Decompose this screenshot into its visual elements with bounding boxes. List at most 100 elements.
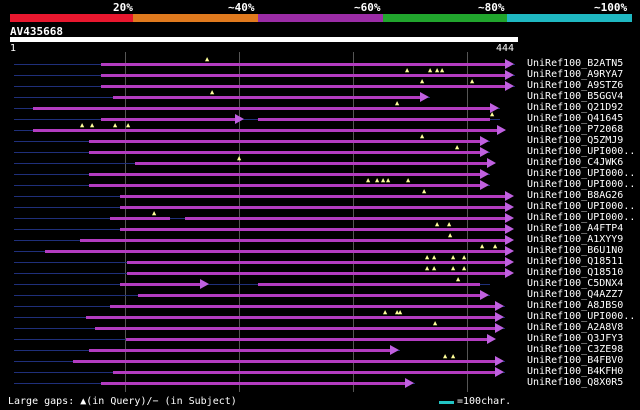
hit-label[interactable]: UniRef100_A9RYA7 (527, 69, 624, 80)
hit-label[interactable]: UniRef100_B2ATN5 (527, 58, 624, 69)
coverage-band (258, 14, 383, 22)
hit-label[interactable]: UniRef100_Q4AZZ7 (527, 289, 624, 300)
hit-row[interactable]: ▲ ▲ UniRef100_A9STZ6 (0, 78, 640, 92)
hit-label[interactable]: UniRef100_Q8X0R5 (527, 377, 624, 388)
query-gap-marker: ▲ (432, 264, 437, 272)
hit-label[interactable]: UniRef100_Q21D92 (527, 102, 624, 113)
hit-label[interactable]: UniRef100_B6U1N0 (527, 245, 624, 256)
hit-label[interactable]: UniRef100_C3ZE98 (527, 344, 624, 355)
hit-alignment-segment (113, 96, 420, 99)
hit-row[interactable]: ▲ UniRef100_A1XYY9 (0, 232, 640, 246)
hit-label[interactable]: UniRef100_B5GGV4 (527, 91, 624, 102)
query-gap-marker: ▲ (113, 121, 118, 129)
hit-label[interactable]: UniRef100_C4JWK6 (527, 157, 624, 168)
hit-row[interactable]: ▲ ▲ UniRef100_B6U1N0 (0, 242, 640, 257)
hit-end-arrow (495, 312, 504, 322)
hit-label[interactable]: UniRef100_UPI000.. (527, 146, 636, 157)
query-gap-marker: ▲ (451, 253, 456, 261)
hit-label[interactable]: UniRef100_UPI000.. (527, 168, 636, 179)
hit-row[interactable]: UniRef100_C3ZE98 (0, 344, 640, 356)
hit-row[interactable]: ▲ ▲ ▲ ▲ UniRef100_Q18510 (0, 264, 640, 279)
query-gap-marker: ▲ (205, 55, 210, 63)
hit-alignment-segment (101, 382, 405, 385)
grid-line (353, 52, 354, 392)
hit-row[interactable]: UniRef100_Q8X0R5 (0, 377, 640, 389)
hit-label[interactable]: UniRef100_A4FTP4 (527, 223, 624, 234)
hit-end-arrow (505, 59, 514, 69)
hit-row[interactable]: ▲ ▲ ▲ ▲ UniRef100_Q18511 (0, 253, 640, 268)
hit-row[interactable]: ▲ UniRef100_C4JWK6 (0, 154, 640, 169)
hit-row[interactable]: ▲ UniRef100_B8AG26 (0, 188, 640, 202)
hit-label[interactable]: UniRef100_Q3JFY3 (527, 333, 624, 344)
query-gap-marker: ▲ (480, 242, 485, 250)
hit-row[interactable]: ▲ UniRef100_B5GGV4 (0, 89, 640, 103)
hit-row[interactable]: ▲ ▲ ▲ ▲ UniRef100_P72068 (0, 121, 640, 136)
hit-label[interactable]: UniRef100_A9STZ6 (527, 80, 624, 91)
query-gap-marker: ▲ (455, 143, 460, 151)
grid-line (467, 52, 468, 392)
hit-label[interactable]: UniRef100_UPI000.. (527, 212, 636, 223)
coverage-label: ~40% (228, 1, 255, 14)
hit-label[interactable]: UniRef100_UPI000.. (527, 311, 636, 322)
hit-label[interactable]: UniRef100_UPI000.. (527, 179, 636, 190)
hit-row[interactable]: UniRef100_Q3JFY3 (0, 333, 640, 345)
query-gap-marker: ▲ (435, 66, 440, 74)
query-start: 1 (10, 43, 17, 54)
hit-row[interactable]: ▲ UniRef100_UPI000.. (0, 143, 640, 158)
hit-row[interactable]: ▲ UniRef100_UPI000.. (0, 210, 640, 224)
query-gap-marker: ▲ (383, 308, 388, 316)
hit-row[interactable]: ▲ ▲ UniRef100_A4FTP4 (0, 221, 640, 235)
hit-label[interactable]: UniRef100_Q41645 (527, 113, 624, 124)
hit-label[interactable]: UniRef100_UPI000.. (527, 201, 636, 212)
hit-end-arrow (497, 125, 506, 135)
hit-row[interactable]: ▲ UniRef100_Q21D92 (0, 99, 640, 114)
hit-alignment-segment (258, 283, 480, 286)
query-gap-marker: ▲ (456, 275, 461, 283)
hit-end-arrow (495, 367, 504, 377)
hit-row[interactable]: ▲ ▲ ▲ UniRef100_UPI000.. (0, 308, 640, 323)
hit-row[interactable]: UniRef100_UPI000.. (0, 201, 640, 213)
hit-alignment-segment (33, 129, 497, 132)
query-gap-marker: ▲ (420, 132, 425, 140)
query-gap-marker: ▲ (381, 176, 386, 184)
hit-label[interactable]: UniRef100_Q18510 (527, 267, 624, 278)
hit-label[interactable]: UniRef100_A8JBS0 (527, 300, 624, 311)
hit-row[interactable]: UniRef100_B4KFH0 (0, 366, 640, 378)
hit-label[interactable]: UniRef100_A2A8V8 (527, 322, 624, 333)
hit-label[interactable]: UniRef100_P72068 (527, 124, 624, 135)
hit-row[interactable]: UniRef100_Q4AZZ7 (0, 289, 640, 301)
hit-row[interactable]: ▲ ▲ UniRef100_B4FBV0 (0, 353, 640, 367)
hit-row[interactable]: ▲ UniRef100_A2A8V8 (0, 320, 640, 334)
hit-label[interactable]: UniRef100_Q5ZMJ9 (527, 135, 624, 146)
hit-label[interactable]: UniRef100_B4KFH0 (527, 366, 624, 377)
hit-alignment-segment (33, 107, 490, 110)
hit-label[interactable]: UniRef100_Q18511 (527, 256, 624, 267)
query-gap-marker: ▲ (425, 264, 430, 272)
hit-row[interactable]: ▲ UniRef100_B2ATN5 (0, 55, 640, 70)
hit-label[interactable]: UniRef100_B4FBV0 (527, 355, 624, 366)
hit-label[interactable]: UniRef100_C5DNX4 (527, 278, 624, 289)
hit-row[interactable]: ▲ ▲ ▲ ▲ ▲ UniRef100_UPI000.. (0, 176, 640, 191)
scale-legend-bar (439, 401, 454, 404)
hit-alignment-segment (110, 305, 495, 308)
query-gap-marker: ▲ (462, 264, 467, 272)
query-gap-marker: ▲ (493, 242, 498, 250)
hit-context-line (14, 119, 500, 120)
hit-row[interactable]: ▲ UniRef100_Q5ZMJ9 (0, 132, 640, 147)
hit-row[interactable]: ▲ UniRef100_Q41645 (0, 111, 640, 125)
hit-alignment-segment (138, 294, 480, 297)
hit-row[interactable]: UniRef100_A8JBS0 (0, 300, 640, 312)
hit-row[interactable]: UniRef100_UPI000.. (0, 168, 640, 180)
query-gap-marker: ▲ (237, 154, 242, 162)
hit-row[interactable]: ▲ UniRef100_C5DNX4 (0, 275, 640, 290)
query-gap-marker: ▲ (395, 99, 400, 107)
hit-alignment-segment (127, 272, 505, 275)
hit-row[interactable]: ▲ ▲ ▲ ▲ UniRef100_A9RYA7 (0, 66, 640, 81)
hit-label[interactable]: UniRef100_B8AG26 (527, 190, 624, 201)
hit-end-arrow (480, 290, 489, 300)
hit-label[interactable]: UniRef100_A1XYY9 (527, 234, 624, 245)
hit-end-arrow (505, 257, 514, 267)
hit-end-arrow (505, 70, 514, 80)
query-bar (10, 37, 518, 42)
hit-end-arrow (487, 334, 496, 344)
